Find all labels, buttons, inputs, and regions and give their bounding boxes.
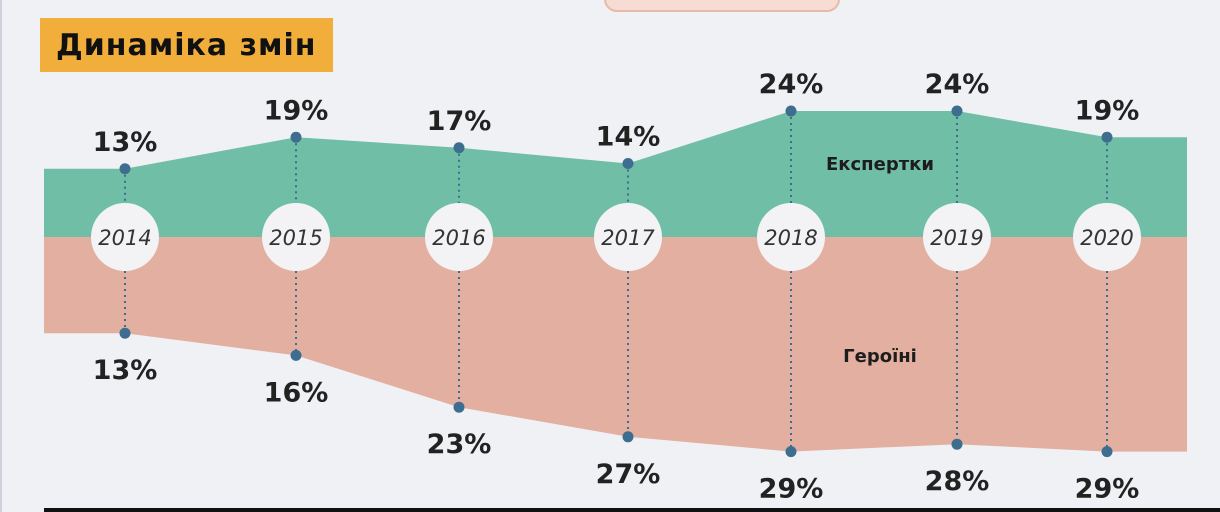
chart-title: Динаміка змін: [56, 27, 317, 63]
heroines-point-2016: [453, 401, 465, 413]
year-circle-2018: [757, 203, 825, 271]
experts-point-2020: [1101, 131, 1113, 143]
heroines-value-label-2016: 23%: [427, 429, 492, 460]
heroines-point-2018: [785, 446, 797, 458]
year-label-2017: 2017: [601, 226, 655, 250]
year-label-2016: 2016: [432, 226, 485, 250]
heroines-value-label-2018: 29%: [759, 474, 824, 505]
heroines-value-label-2014: 13%: [93, 355, 158, 386]
year-circle-2020: [1073, 203, 1141, 271]
year-label-2018: 2018: [764, 226, 817, 250]
experts-value-label-2014: 13%: [93, 127, 158, 158]
heroines-point-2014: [119, 327, 131, 339]
experts-point-2019: [951, 105, 963, 117]
experts-value-label-2020: 19%: [1075, 95, 1140, 126]
experts-area: [44, 111, 1187, 237]
experts-point-2017: [622, 158, 634, 169]
experts-value-label-2015: 19%: [264, 95, 329, 126]
experts-value-label-2017: 14%: [596, 122, 661, 153]
heroines-point-2015: [290, 349, 302, 361]
heroines-value-label-2017: 27%: [596, 459, 661, 490]
year-label-2020: 2020: [1080, 226, 1133, 250]
heroines-point-2019: [951, 438, 963, 450]
heroines-point-2020: [1101, 446, 1113, 458]
heroines-value-label-2015: 16%: [264, 377, 329, 408]
year-circle-2014: [91, 203, 159, 271]
year-label-2015: 2015: [269, 226, 322, 250]
experts-value-label-2018: 24%: [759, 69, 824, 100]
heroines-value-label-2020: 29%: [1075, 474, 1140, 505]
experts-point-2015: [290, 131, 302, 143]
year-circle-2019: [923, 203, 991, 271]
experts-point-2016: [453, 142, 465, 154]
heroines-value-label-2019: 28%: [925, 466, 990, 497]
year-label-2019: 2019: [930, 226, 983, 250]
year-circle-2017: [594, 203, 662, 271]
year-label-2014: 2014: [98, 226, 151, 250]
experts-value-label-2019: 24%: [925, 69, 990, 100]
heroines-area: [44, 237, 1187, 452]
experts-point-2018: [785, 105, 797, 117]
experts-series-label: Експертки: [826, 154, 934, 175]
bottom-divider: [44, 508, 1220, 512]
title-badge: Динаміка змін: [40, 18, 333, 72]
heroines-point-2017: [622, 431, 634, 443]
heroines-series-label: Героїні: [843, 346, 917, 367]
experts-point-2014: [119, 163, 131, 175]
year-circle-2016: [425, 203, 493, 271]
year-circle-2015: [262, 203, 330, 271]
left-divider: [0, 0, 2, 512]
experts-value-label-2016: 17%: [427, 106, 492, 137]
